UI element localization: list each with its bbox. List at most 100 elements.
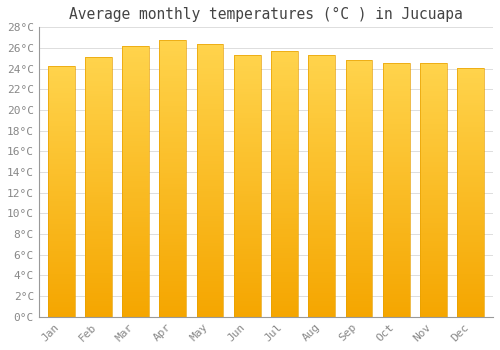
Bar xyxy=(160,286,186,289)
Bar xyxy=(383,286,409,289)
Bar xyxy=(420,119,447,122)
Bar xyxy=(420,253,447,256)
Bar xyxy=(48,302,74,304)
Bar xyxy=(346,227,372,230)
Bar xyxy=(196,131,224,134)
Bar xyxy=(308,215,335,217)
Bar xyxy=(48,191,74,194)
Bar xyxy=(458,265,484,267)
Bar xyxy=(196,197,224,199)
Bar xyxy=(48,272,74,274)
Bar xyxy=(85,60,112,62)
Bar xyxy=(458,307,484,309)
Bar xyxy=(48,156,74,159)
Bar xyxy=(196,101,224,104)
Bar xyxy=(160,303,186,306)
Bar xyxy=(234,178,260,181)
Bar xyxy=(48,116,74,118)
Bar xyxy=(346,102,372,104)
Bar xyxy=(271,96,298,99)
Bar xyxy=(196,265,224,268)
Bar xyxy=(383,152,409,155)
Bar xyxy=(458,160,484,162)
Bar xyxy=(196,279,224,281)
Bar xyxy=(196,205,224,208)
Bar xyxy=(85,208,112,210)
Bar xyxy=(48,133,74,136)
Bar xyxy=(420,286,447,289)
Bar xyxy=(458,78,484,80)
Bar xyxy=(160,198,186,201)
Bar xyxy=(346,206,372,209)
Bar xyxy=(160,156,186,159)
Bar xyxy=(48,211,74,214)
Bar xyxy=(48,267,74,269)
Bar xyxy=(346,214,372,217)
Bar xyxy=(308,257,335,259)
Bar xyxy=(383,302,409,304)
Bar xyxy=(85,280,112,283)
Bar xyxy=(458,294,484,297)
Bar xyxy=(458,257,484,259)
Bar xyxy=(196,248,224,251)
Bar xyxy=(196,172,224,175)
Bar xyxy=(122,92,149,94)
Bar xyxy=(160,145,186,148)
Bar xyxy=(346,286,372,289)
Bar xyxy=(48,103,74,106)
Bar xyxy=(160,62,186,65)
Bar xyxy=(271,51,298,317)
Bar xyxy=(458,314,484,317)
Bar xyxy=(160,214,186,217)
Bar xyxy=(48,123,74,126)
Bar xyxy=(160,247,186,250)
Bar xyxy=(308,280,335,283)
Bar xyxy=(383,140,409,142)
Bar xyxy=(196,47,224,49)
Bar xyxy=(122,144,149,146)
Bar xyxy=(458,80,484,83)
Bar xyxy=(48,229,74,231)
Bar xyxy=(458,145,484,147)
Bar xyxy=(85,257,112,260)
Bar xyxy=(196,273,224,276)
Bar xyxy=(48,163,74,166)
Bar xyxy=(85,177,112,179)
Bar xyxy=(458,152,484,155)
Bar xyxy=(458,177,484,180)
Bar xyxy=(85,182,112,184)
Bar xyxy=(85,159,112,161)
Bar xyxy=(458,190,484,192)
Bar xyxy=(48,68,74,71)
Bar xyxy=(383,69,409,71)
Bar xyxy=(383,299,409,302)
Bar xyxy=(458,185,484,187)
Bar xyxy=(458,200,484,202)
Bar xyxy=(458,285,484,287)
Bar xyxy=(234,207,260,210)
Bar xyxy=(122,154,149,157)
Bar xyxy=(308,107,335,110)
Bar xyxy=(383,276,409,279)
Bar xyxy=(196,243,224,246)
Bar xyxy=(383,149,409,152)
Bar xyxy=(48,106,74,108)
Bar xyxy=(346,86,372,89)
Bar xyxy=(160,51,186,54)
Bar xyxy=(160,54,186,56)
Bar xyxy=(122,176,149,178)
Bar xyxy=(48,294,74,297)
Bar xyxy=(383,274,409,276)
Bar xyxy=(308,290,335,293)
Bar xyxy=(383,264,409,266)
Bar xyxy=(346,81,372,83)
Bar xyxy=(458,219,484,222)
Bar xyxy=(122,162,149,165)
Bar xyxy=(346,191,372,194)
Bar xyxy=(160,112,186,114)
Bar xyxy=(383,289,409,292)
Bar xyxy=(234,128,260,131)
Bar xyxy=(420,106,447,109)
Bar xyxy=(383,132,409,134)
Bar xyxy=(48,224,74,226)
